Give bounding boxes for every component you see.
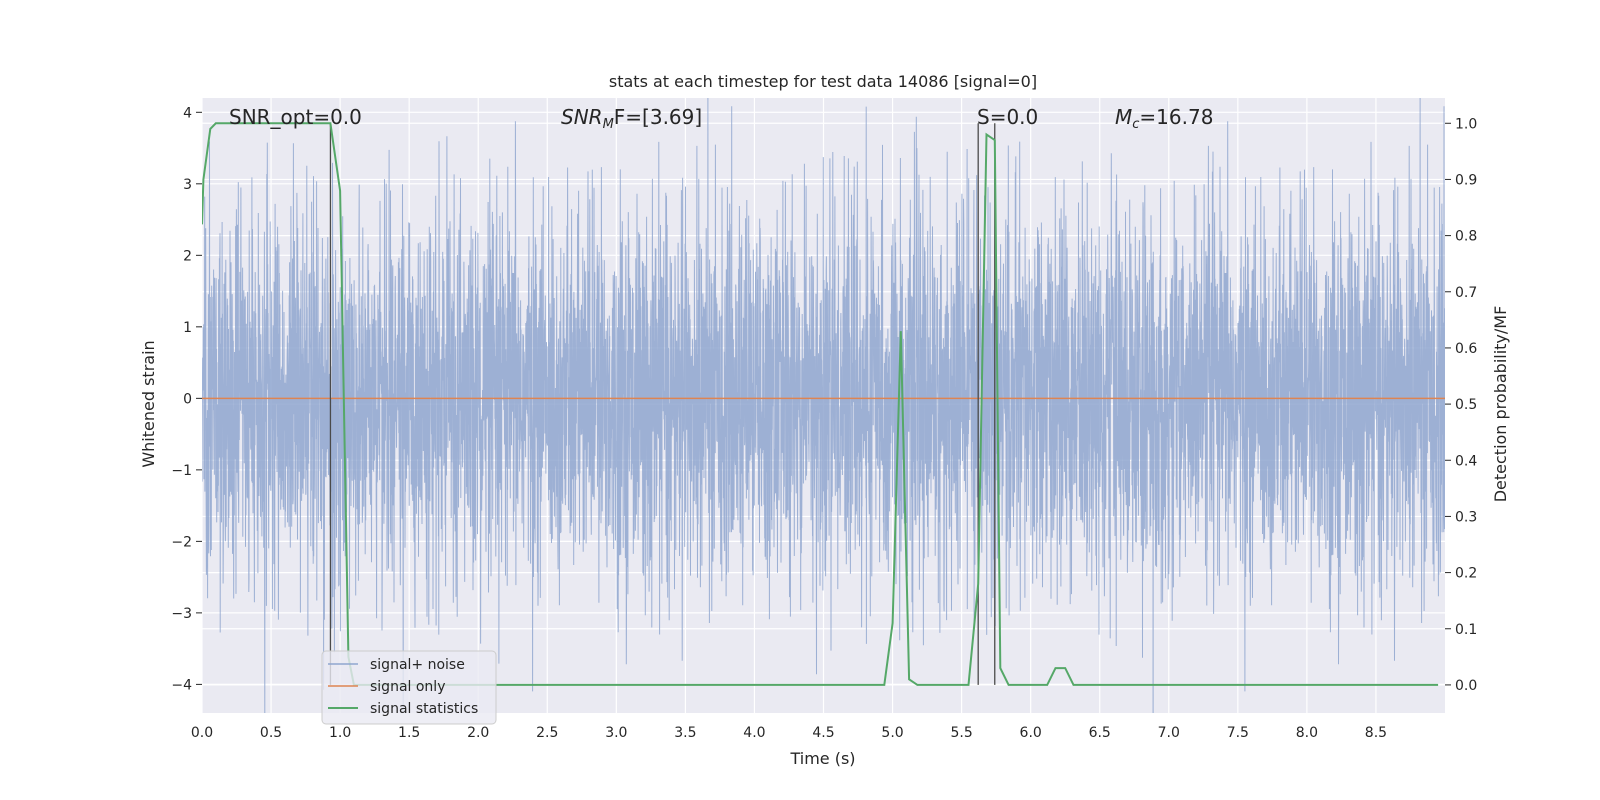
y-right-tick-label: 1.0	[1455, 116, 1477, 132]
y-right-tick-label: 0.0	[1455, 678, 1477, 694]
x-tick-label: 1.5	[398, 725, 420, 741]
x-tick-label: 1.0	[329, 725, 351, 741]
annotation-s: S=0.0	[977, 105, 1038, 129]
series-signal-plus-noise	[202, 98, 1445, 713]
annotation-snr-mf: SNRMF=[3.69]	[561, 105, 702, 132]
x-tick-label: 2.5	[536, 725, 558, 741]
y-right-tick-label: 0.6	[1455, 341, 1477, 357]
y-right-tick-label: 0.9	[1455, 172, 1477, 188]
x-tick-label: 8.5	[1365, 725, 1387, 741]
y-tick-label: 3	[183, 177, 192, 193]
x-tick-label: 7.5	[1227, 725, 1249, 741]
y-tick-label: −2	[171, 534, 192, 550]
y-right-tick-label: 0.2	[1455, 566, 1477, 582]
legend-box	[321, 650, 497, 725]
x-tick-label: 0.5	[260, 725, 282, 741]
y-right-tick-label: 0.7	[1455, 285, 1477, 301]
series-signal-statistics	[202, 122, 1439, 686]
x-tick-label: 0.0	[191, 725, 213, 741]
y-tick-label: 2	[183, 248, 192, 264]
x-tick-label: 3.5	[674, 725, 696, 741]
y-right-tick-label: 0.1	[1455, 622, 1477, 638]
y-right-tick-label: 0.4	[1455, 453, 1477, 469]
y-right-tick-label: 0.8	[1455, 229, 1477, 245]
legend: signal+ noise signal only signal statist…	[321, 650, 497, 725]
legend-label-signal-plus-noise: signal+ noise	[370, 657, 465, 673]
y-right-axis-label: Detection probability/MF	[1491, 306, 1510, 503]
y-tick-label: 1	[183, 320, 192, 336]
x-tick-label: 7.0	[1158, 725, 1180, 741]
x-tick-label: 2.0	[467, 725, 489, 741]
x-tick-label: 5.0	[881, 725, 903, 741]
y-right-tick-label: 0.5	[1455, 397, 1477, 413]
y-tick-label: −4	[171, 677, 192, 693]
x-tick-label: 6.5	[1089, 725, 1111, 741]
y-tick-label: −3	[171, 606, 192, 622]
legend-label-signal-only: signal only	[370, 679, 445, 695]
x-tick-label: 3.0	[605, 725, 627, 741]
x-tick-label: 6.0	[1020, 725, 1042, 741]
legend-label-signal-statistics: signal statistics	[370, 701, 478, 717]
y-tick-label: −1	[171, 463, 192, 479]
x-tick-label: 8.0	[1296, 725, 1318, 741]
y-right-tick-label: 0.3	[1455, 509, 1477, 525]
y-tick-label: 4	[183, 105, 192, 121]
y-tick-label: 0	[183, 391, 192, 407]
y-axis-ticks: −4 −3 −2 −1 0 1 2 3 4	[171, 105, 202, 693]
x-axis-ticks: 0.0 0.5 1.0 1.5 2.0 2.5 3.0 3.5 4.0 4.5 5.0 5.5 6.0 6…	[191, 725, 1387, 741]
annotation-mc: Mc=16.78	[1115, 105, 1213, 132]
annotation-snr-opt: SNR_opt=0.0	[229, 105, 362, 129]
x-tick-label: 4.0	[743, 725, 765, 741]
y-right-axis-ticks: 0.0 0.1 0.2 0.3 0.4 0.5 0.6 0.7 0.8 0.9 1.0	[1445, 116, 1477, 694]
y-axis-label: Whitened strain	[139, 340, 158, 467]
x-tick-label: 4.5	[812, 725, 834, 741]
x-tick-label: 5.5	[950, 725, 972, 741]
chart-title: stats at each timestep for test data 140…	[609, 72, 1037, 91]
x-axis-label: Time (s)	[789, 749, 855, 768]
